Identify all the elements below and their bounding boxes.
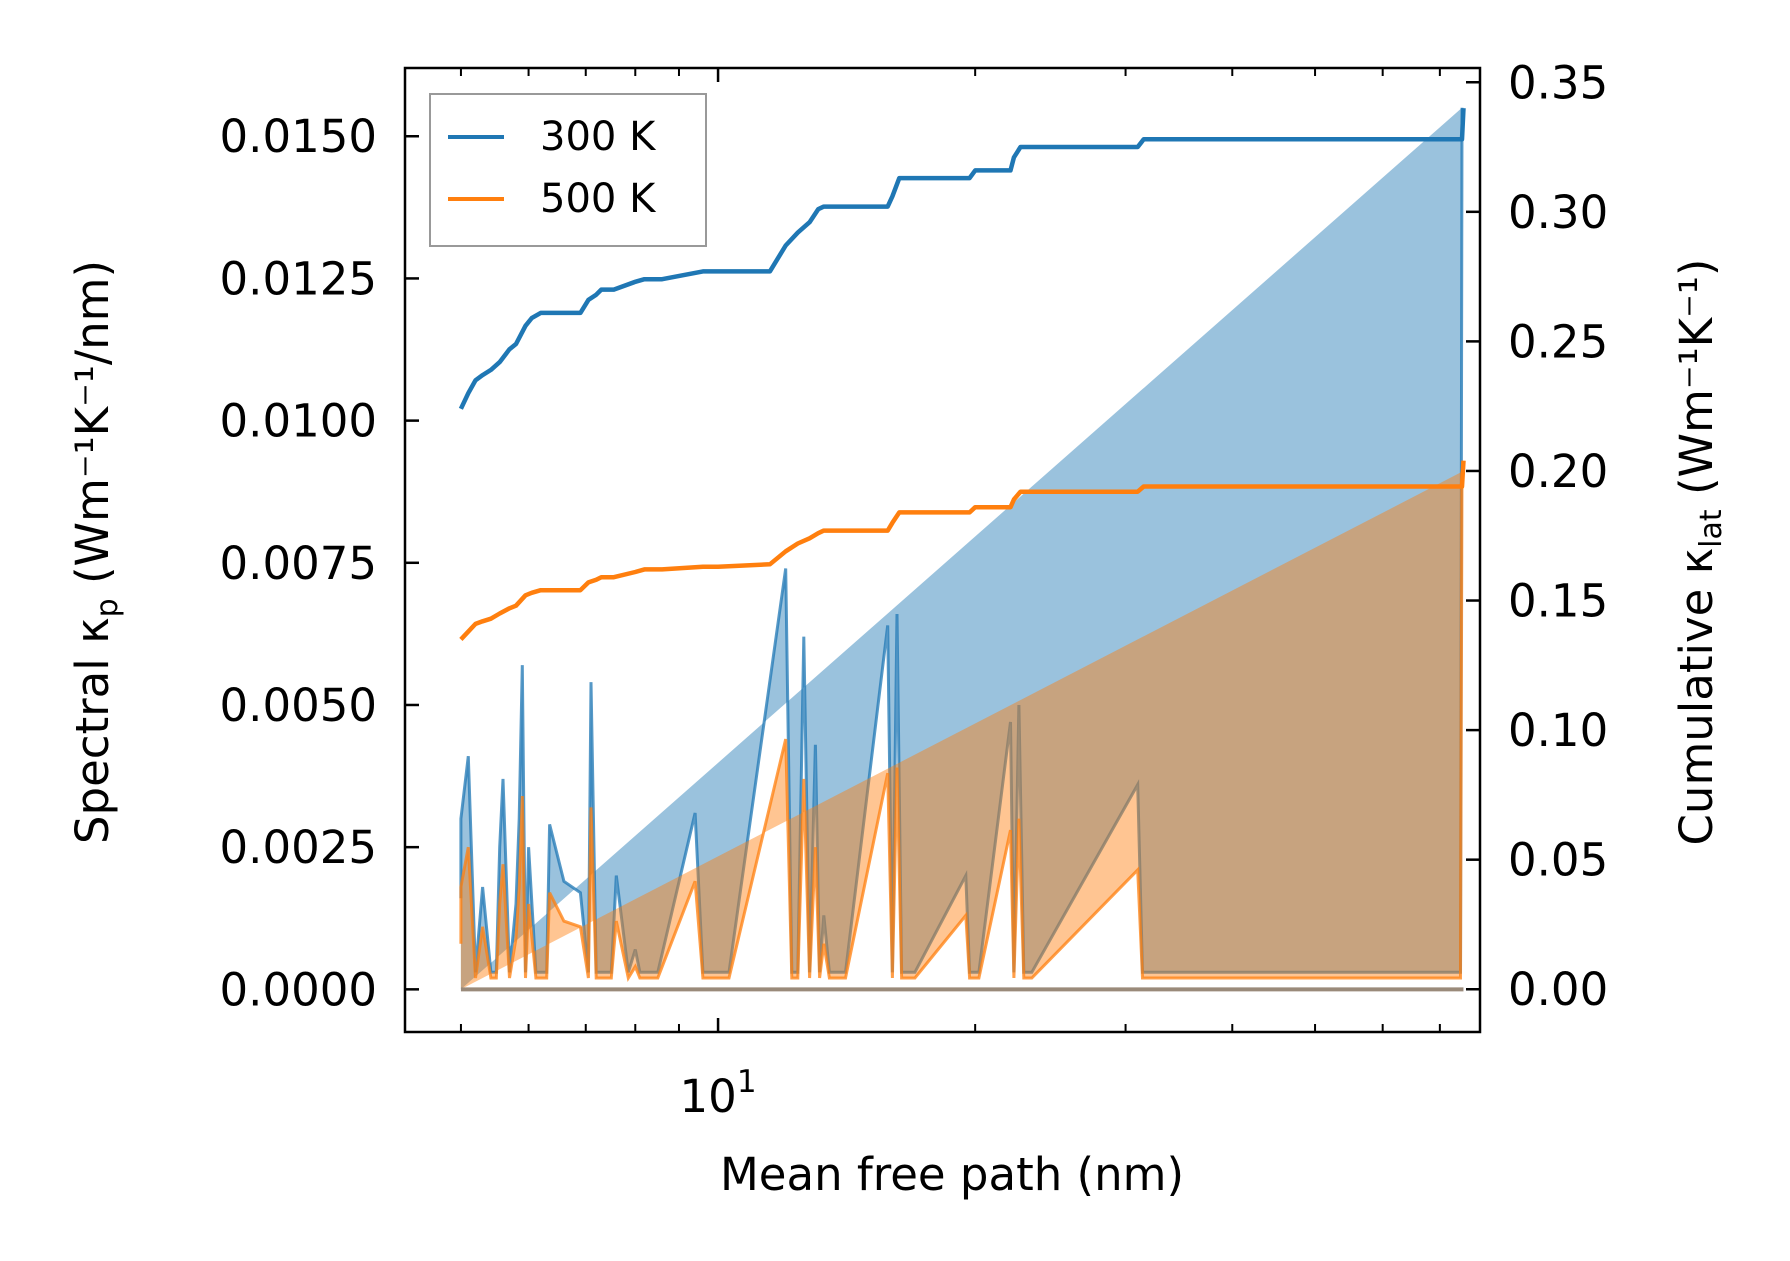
- y-axis-right-title: Cumulative κlat (Wm⁻¹K⁻¹): [1670, 258, 1729, 845]
- y-right-tick-label: 0.30: [1508, 186, 1608, 239]
- y-left-tick-label: 0.0100: [220, 395, 377, 448]
- y-left-tick-label: 0.0025: [220, 821, 377, 874]
- y-right-tick-label: 0.15: [1508, 575, 1608, 628]
- y-left-tick-label: 0.0150: [220, 110, 377, 163]
- y-left-tick-label: 0.0050: [220, 679, 377, 732]
- y-right-tick-label: 0.20: [1508, 445, 1608, 498]
- legend: 300 K 500 K: [429, 93, 707, 247]
- y-axis-left-title: Spectral κp (Wm⁻¹K⁻¹/nm): [66, 260, 125, 844]
- axes: 0.0000 0.0025 0.0050 0.0075 0.0100 0.0125 0.01…: [220, 56, 1609, 1123]
- cumulative-line-300k: [458, 108, 1466, 410]
- spectral-area-500k: [460, 471, 1462, 990]
- cumulative-line-500k: [459, 460, 1466, 641]
- y-right-tick-label: 0.05: [1508, 834, 1608, 887]
- legend-label-300k: 300 K: [540, 114, 657, 160]
- y-left-tick-label: 0.0000: [220, 963, 377, 1016]
- y-right-tick-label: 0.35: [1508, 56, 1608, 109]
- spectral-line-500k: [459, 471, 1464, 982]
- y-right-tick-label: 0.25: [1508, 315, 1608, 368]
- y-left-tick-label: 0.0075: [220, 537, 377, 590]
- y-right-tick-label: 0.10: [1508, 704, 1608, 757]
- y-left-tick-label: 0.0125: [220, 252, 377, 305]
- axes-frame: [403, 66, 1482, 1034]
- plot-area: [458, 107, 1466, 992]
- legend-frame: [429, 93, 707, 247]
- spectral-area-300k: [460, 107, 1462, 990]
- y-right-tick-label: 0.00: [1508, 963, 1608, 1016]
- legend-label-500k: 500 K: [540, 176, 657, 222]
- x-axis-title: Mean free path (nm): [720, 1148, 1184, 1201]
- x-tick-label: 101: [680, 1064, 757, 1123]
